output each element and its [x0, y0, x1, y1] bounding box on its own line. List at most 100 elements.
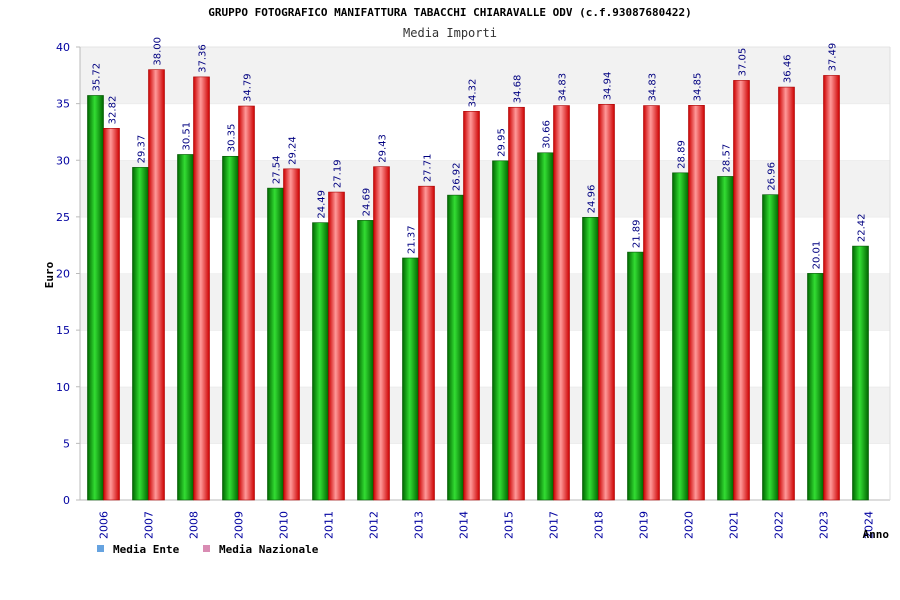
x-tick-labels: 2006 2007 2008 2009 2010 2011 2012 2013 2014 2015… — [98, 511, 876, 539]
data-label: 24.96 — [587, 185, 598, 214]
value-labels: 35.72 32.82 29.37 38.00 30.51 37.36 30.35 34.79… — [92, 37, 868, 269]
legend: Media Ente Media Nazionale — [97, 543, 319, 556]
data-label: 34.79 — [243, 73, 254, 102]
bar-media-nazionale — [778, 86, 795, 501]
bar-media-ente — [537, 152, 554, 501]
bar-media-ente — [87, 95, 104, 501]
y-tick-label: 35 — [56, 98, 70, 111]
bar-media-ente — [852, 245, 869, 501]
data-label: 38.00 — [153, 37, 164, 66]
data-label: 21.37 — [407, 225, 418, 254]
data-label: 34.85 — [693, 73, 704, 102]
bar-media-nazionale — [688, 105, 705, 501]
bar-media-nazionale — [238, 105, 255, 501]
data-label: 27.71 — [423, 154, 434, 183]
bar-media-ente — [447, 194, 464, 501]
bar-media-nazionale — [418, 185, 435, 501]
data-label: 30.66 — [542, 120, 553, 149]
data-label: 28.89 — [677, 140, 688, 169]
bar-media-ente — [177, 154, 194, 501]
data-label: 22.42 — [857, 213, 868, 242]
legend-label-ente: Media Ente — [113, 543, 180, 556]
data-label: 28.57 — [722, 144, 733, 173]
y-tick-label: 10 — [56, 381, 70, 394]
bar-media-ente — [312, 222, 329, 501]
data-label: 37.05 — [738, 48, 749, 77]
data-label: 29.43 — [378, 134, 389, 163]
x-tick-label: 2024 — [863, 511, 876, 539]
bar-media-ente — [762, 194, 779, 501]
data-label: 29.24 — [288, 136, 299, 165]
legend-swatch-nazionale — [203, 545, 210, 552]
grid-band — [80, 160, 890, 217]
bar-media-ente — [582, 217, 599, 501]
y-tick-label: 5 — [63, 437, 70, 450]
x-tick-label: 2019 — [638, 511, 651, 539]
grid-band — [80, 103, 890, 161]
bar-media-nazionale — [733, 80, 750, 501]
bar-media-ente — [672, 172, 689, 501]
data-label: 30.35 — [227, 124, 238, 153]
data-label: 29.95 — [497, 128, 508, 157]
y-tick-label: 15 — [56, 324, 70, 337]
bar-media-nazionale — [328, 191, 345, 501]
bar-media-nazionale — [643, 105, 660, 501]
bar-media-nazionale — [283, 168, 300, 501]
bar-media-ente — [807, 273, 824, 501]
y-tick-labels: 0 5 10 15 20 25 30 35 40 — [56, 41, 80, 507]
grid-band — [80, 330, 890, 387]
y-tick-label: 0 — [63, 494, 70, 507]
bar-media-ente — [222, 155, 239, 501]
data-label: 29.37 — [137, 135, 148, 164]
x-tick-label: 2008 — [188, 511, 201, 539]
x-tick-label: 2006 — [98, 511, 111, 539]
grid-band — [80, 47, 890, 104]
y-tick-label: 40 — [56, 41, 70, 54]
bar-media-ente — [717, 176, 734, 501]
y-tick-label: 20 — [56, 268, 70, 281]
bar-media-nazionale — [103, 128, 120, 501]
x-tick-label: 2011 — [323, 511, 336, 539]
x-tick-label: 2012 — [368, 511, 381, 539]
data-label: 27.19 — [333, 159, 344, 188]
grid-band — [80, 273, 890, 331]
data-label: 20.01 — [812, 241, 823, 270]
bar-media-ente — [402, 257, 419, 501]
bar-media-ente — [267, 187, 284, 501]
bar-media-nazionale — [373, 166, 390, 501]
bar-media-ente — [357, 220, 374, 501]
data-label: 21.89 — [632, 219, 643, 248]
data-label: 37.36 — [198, 44, 209, 73]
data-label: 34.83 — [648, 73, 659, 102]
bar-media-nazionale — [598, 104, 615, 501]
x-tick-label: 2009 — [233, 511, 246, 539]
data-label: 34.94 — [603, 72, 614, 101]
bar-media-nazionale — [463, 111, 480, 501]
x-tick-label: 2022 — [773, 511, 786, 539]
x-tick-label: 2013 — [413, 511, 426, 539]
chart-subtitle: Media Importi — [403, 26, 497, 40]
grid-band — [80, 216, 890, 274]
bars-group — [87, 69, 869, 501]
data-label: 34.83 — [558, 73, 569, 102]
bar-media-ente — [132, 167, 149, 501]
x-tick-label: 2014 — [458, 511, 471, 539]
data-label: 35.72 — [92, 63, 103, 92]
data-label: 36.46 — [783, 54, 794, 83]
legend-swatch-ente — [97, 545, 104, 552]
data-label: 26.92 — [452, 162, 463, 191]
data-label: 27.54 — [272, 155, 283, 184]
x-tick-label: 2021 — [728, 511, 741, 539]
x-tick-label: 2015 — [503, 511, 516, 539]
data-label: 30.51 — [182, 122, 193, 151]
bar-media-ente — [492, 160, 509, 501]
grid-band — [80, 386, 890, 444]
grid-bands — [80, 46, 890, 500]
legend-label-nazionale: Media Nazionale — [219, 543, 319, 556]
bar-media-nazionale — [823, 75, 840, 501]
data-label: 37.49 — [828, 43, 839, 72]
data-label: 24.49 — [317, 190, 328, 219]
data-label: 24.69 — [362, 188, 373, 217]
data-label: 34.32 — [468, 79, 479, 108]
